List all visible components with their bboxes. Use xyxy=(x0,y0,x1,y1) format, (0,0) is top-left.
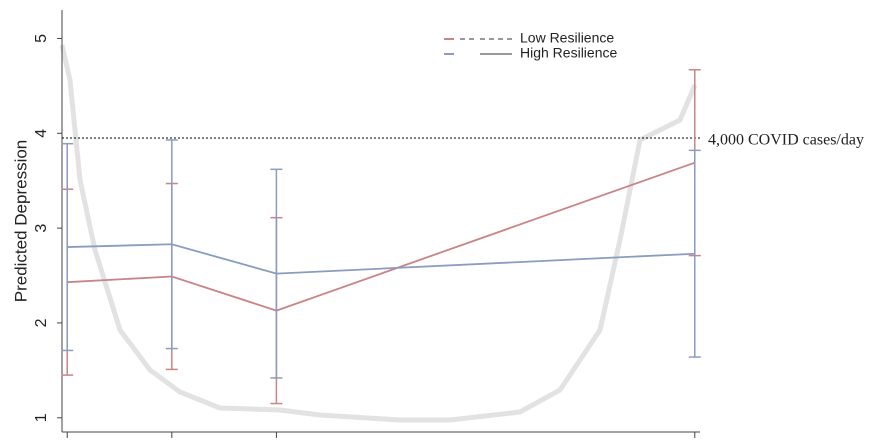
series-line xyxy=(67,161,696,312)
reference-label: 4,000 COVID cases/day xyxy=(708,132,864,149)
covid-curve xyxy=(59,44,698,423)
y-axis-title: Predicted Depression xyxy=(11,140,30,303)
y-tick-label: 3 xyxy=(33,224,50,233)
series-line xyxy=(67,243,695,275)
y-tick-label: 5 xyxy=(33,34,50,43)
legend-label: Low Resilience xyxy=(520,30,614,46)
legend-label: High Resilience xyxy=(520,45,617,61)
y-tick-label: 1 xyxy=(33,413,50,422)
y-tick-label: 2 xyxy=(33,318,50,327)
y-tick-label: 4 xyxy=(33,129,50,138)
